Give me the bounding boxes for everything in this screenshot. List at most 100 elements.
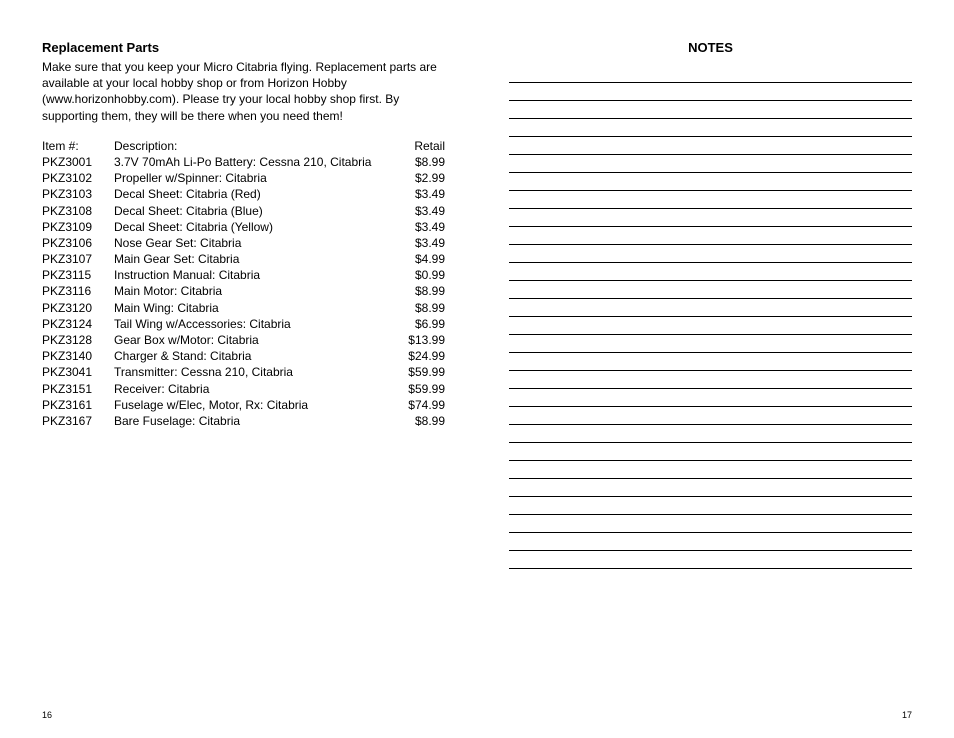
cell-price: $8.99 — [391, 154, 445, 170]
note-line — [509, 515, 912, 533]
cell-desc: Decal Sheet: Citabria (Red) — [114, 186, 391, 202]
cell-desc: Receiver: Citabria — [114, 381, 391, 397]
cell-item: PKZ3128 — [42, 332, 114, 348]
cell-desc: Charger & Stand: Citabria — [114, 348, 391, 364]
cell-price: $8.99 — [391, 300, 445, 316]
cell-desc: Propeller w/Spinner: Citabria — [114, 170, 391, 186]
table-row: PKZ3151Receiver: Citabria$59.99 — [42, 381, 445, 397]
cell-item: PKZ3109 — [42, 219, 114, 235]
cell-item: PKZ3151 — [42, 381, 114, 397]
notes-heading: NOTES — [509, 40, 912, 55]
note-line — [509, 551, 912, 569]
note-line — [509, 173, 912, 191]
table-row: PKZ30013.7V 70mAh Li-Po Battery: Cessna … — [42, 154, 445, 170]
page-number-left: 16 — [42, 710, 52, 720]
page-left: Replacement Parts Make sure that you kee… — [0, 0, 477, 738]
table-row: PKZ3102Propeller w/Spinner: Citabria$2.9… — [42, 170, 445, 186]
cell-price: $0.99 — [391, 267, 445, 283]
cell-item: PKZ3161 — [42, 397, 114, 413]
cell-item: PKZ3102 — [42, 170, 114, 186]
note-line — [509, 101, 912, 119]
cell-desc: 3.7V 70mAh Li-Po Battery: Cessna 210, Ci… — [114, 154, 391, 170]
table-row: PKZ3107Main Gear Set: Citabria$4.99 — [42, 251, 445, 267]
cell-item: PKZ3140 — [42, 348, 114, 364]
col-header-item: Item #: — [42, 138, 114, 154]
cell-desc: Gear Box w/Motor: Citabria — [114, 332, 391, 348]
cell-price: $24.99 — [391, 348, 445, 364]
col-header-desc: Description: — [114, 138, 391, 154]
cell-desc: Instruction Manual: Citabria — [114, 267, 391, 283]
table-row: PKZ3124Tail Wing w/Accessories: Citabria… — [42, 316, 445, 332]
cell-desc: Transmitter: Cessna 210, Citabria — [114, 364, 391, 380]
note-line — [509, 245, 912, 263]
cell-item: PKZ3107 — [42, 251, 114, 267]
cell-desc: Main Gear Set: Citabria — [114, 251, 391, 267]
cell-item: PKZ3120 — [42, 300, 114, 316]
cell-price: $3.49 — [391, 235, 445, 251]
note-line — [509, 209, 912, 227]
note-line — [509, 425, 912, 443]
note-line — [509, 83, 912, 101]
note-line — [509, 389, 912, 407]
cell-item: PKZ3108 — [42, 203, 114, 219]
cell-desc: Decal Sheet: Citabria (Blue) — [114, 203, 391, 219]
cell-item: PKZ3167 — [42, 413, 114, 429]
cell-price: $59.99 — [391, 381, 445, 397]
page-number-right: 17 — [902, 710, 912, 720]
cell-desc: Decal Sheet: Citabria (Yellow) — [114, 219, 391, 235]
page-right: NOTES 17 — [477, 0, 954, 738]
col-header-price: Retail — [391, 138, 445, 154]
cell-item: PKZ3103 — [42, 186, 114, 202]
cell-price: $2.99 — [391, 170, 445, 186]
cell-price: $3.49 — [391, 186, 445, 202]
notes-lines-container — [509, 65, 912, 569]
cell-desc: Main Motor: Citabria — [114, 283, 391, 299]
parts-table: Item #: Description: Retail PKZ30013.7V … — [42, 138, 445, 429]
note-line — [509, 317, 912, 335]
cell-item: PKZ3001 — [42, 154, 114, 170]
cell-price: $8.99 — [391, 413, 445, 429]
table-row: PKZ3161Fuselage w/Elec, Motor, Rx: Citab… — [42, 397, 445, 413]
cell-price: $13.99 — [391, 332, 445, 348]
cell-item: PKZ3106 — [42, 235, 114, 251]
note-line — [509, 263, 912, 281]
table-row: PKZ3115Instruction Manual: Citabria$0.99 — [42, 267, 445, 283]
note-line — [509, 371, 912, 389]
cell-desc: Tail Wing w/Accessories: Citabria — [114, 316, 391, 332]
note-line — [509, 407, 912, 425]
note-line — [509, 461, 912, 479]
cell-item: PKZ3115 — [42, 267, 114, 283]
table-row: PKZ3140Charger & Stand: Citabria$24.99 — [42, 348, 445, 364]
table-row: PKZ3109Decal Sheet: Citabria (Yellow)$3.… — [42, 219, 445, 235]
replacement-parts-heading: Replacement Parts — [42, 40, 445, 55]
cell-desc: Nose Gear Set: Citabria — [114, 235, 391, 251]
note-line — [509, 443, 912, 461]
cell-price: $3.49 — [391, 219, 445, 235]
note-line — [509, 335, 912, 353]
note-line — [509, 119, 912, 137]
note-line — [509, 533, 912, 551]
table-row: PKZ3103Decal Sheet: Citabria (Red)$3.49 — [42, 186, 445, 202]
cell-desc: Main Wing: Citabria — [114, 300, 391, 316]
table-row: PKZ3108Decal Sheet: Citabria (Blue)$3.49 — [42, 203, 445, 219]
cell-item: PKZ3116 — [42, 283, 114, 299]
cell-item: PKZ3041 — [42, 364, 114, 380]
table-row: PKZ3167Bare Fuselage: Citabria$8.99 — [42, 413, 445, 429]
table-row: PKZ3106Nose Gear Set: Citabria$3.49 — [42, 235, 445, 251]
cell-item: PKZ3124 — [42, 316, 114, 332]
cell-price: $59.99 — [391, 364, 445, 380]
note-line — [509, 65, 912, 83]
note-line — [509, 353, 912, 371]
cell-desc: Bare Fuselage: Citabria — [114, 413, 391, 429]
note-line — [509, 281, 912, 299]
table-row: PKZ3128Gear Box w/Motor: Citabria$13.99 — [42, 332, 445, 348]
intro-paragraph: Make sure that you keep your Micro Citab… — [42, 59, 442, 124]
note-line — [509, 227, 912, 245]
note-line — [509, 155, 912, 173]
note-line — [509, 299, 912, 317]
note-line — [509, 479, 912, 497]
cell-price: $74.99 — [391, 397, 445, 413]
table-row: PKZ3041Transmitter: Cessna 210, Citabria… — [42, 364, 445, 380]
note-line — [509, 191, 912, 209]
table-row: PKZ3120Main Wing: Citabria$8.99 — [42, 300, 445, 316]
